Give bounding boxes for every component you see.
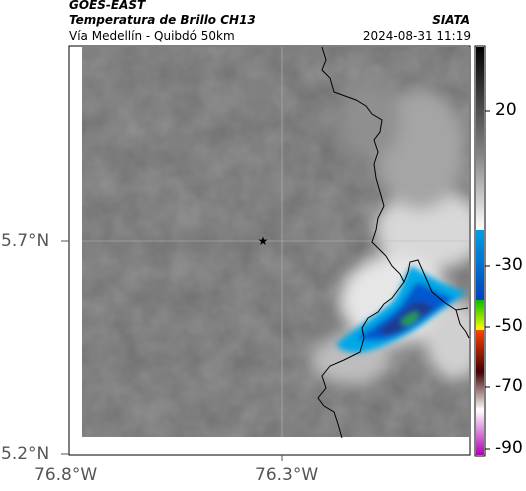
colorbar [474,45,490,457]
product-title: Temperatura de Brillo CH13 [69,13,256,27]
lon-tick-label: 76.3°W [255,465,319,485]
department-boundary [317,46,469,439]
agency-label: SIATA [432,13,470,27]
station-star-icon: ★ [258,234,269,248]
colorbar-tick: -70 [495,376,523,396]
colorbar-segment [476,300,484,330]
colorbar-segment [476,410,484,455]
colorbar-tick: -90 [495,438,523,458]
colorbar-segment [476,230,484,300]
brightness-field [82,47,469,437]
colorbar-segment [476,330,484,372]
lon-tick-label: 76.8°W [34,465,98,485]
colorbar-tick: -50 [495,316,523,336]
colorbar-tick: 20 [495,100,517,120]
colorbar-segment [476,47,484,230]
lat-tick-label: 5.7°N [1,231,50,251]
satellite-title: GOES-EAST [69,0,146,12]
region-subtitle: Vía Medellín - Quibdó 50km [69,29,235,43]
colorbar-segment [476,372,484,410]
lat-tick-label: 5.2°N [1,444,50,464]
colorbar-tick: -30 [495,255,523,275]
datetime-label: 2024-08-31 11:19 [362,29,471,43]
